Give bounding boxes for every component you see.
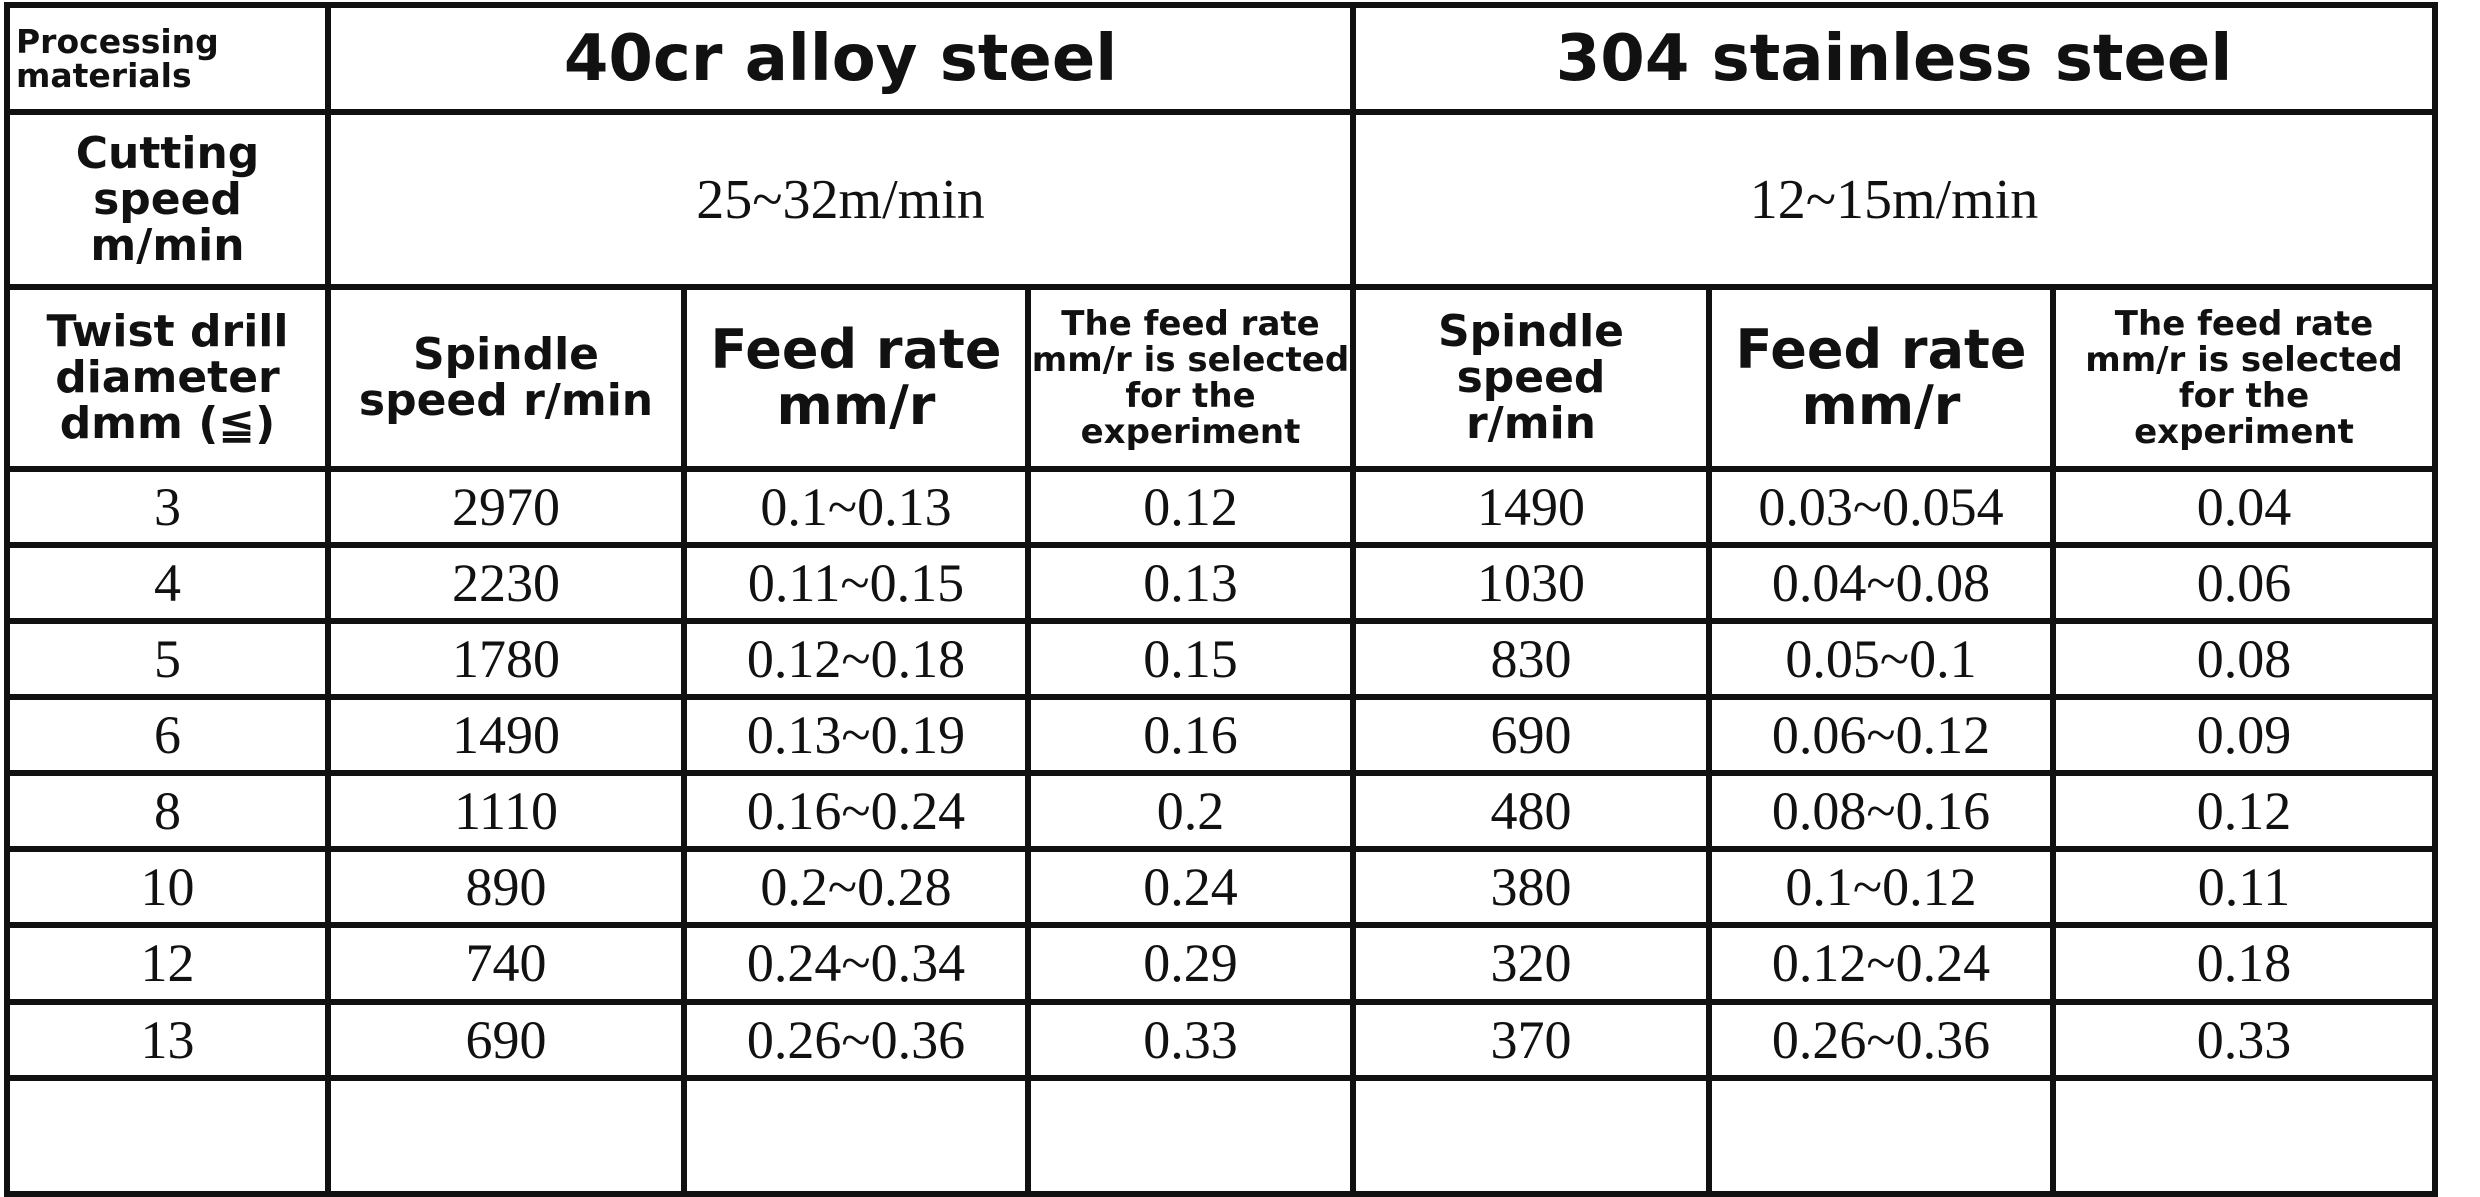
table-row: 4 2230 0.11~0.15 0.13 1030 0.04~0.08 0.06 xyxy=(4,542,2438,625)
alloy-feed-rate-cell xyxy=(681,1074,1031,1197)
stainless-spindle-speed-header: Spindle speed r/min xyxy=(1350,283,1712,473)
material-header-row: Processing materials 40cr alloy steel 30… xyxy=(4,1,2438,116)
stainless-feed-rate-cell: 0.1~0.12 xyxy=(1706,846,2056,929)
stainless-feed-rate-cell: 0.03~0.054 xyxy=(1706,466,2056,549)
stainless-feed-rate-cell: 0.06~0.12 xyxy=(1706,694,2056,777)
stainless-selected-feed-rate-cell xyxy=(2050,1074,2438,1197)
stainless-feed-rate-cell: 0.08~0.16 xyxy=(1706,770,2056,853)
alloy-feed-rate-cell: 0.12~0.18 xyxy=(681,618,1031,701)
table-row: 5 1780 0.12~0.18 0.15 830 0.05~0.1 0.08 xyxy=(4,618,2438,701)
diameter-cell: 10 xyxy=(4,846,331,929)
alloy-spindle-speed-cell: 1490 xyxy=(325,694,687,777)
stainless-selected-feed-rate-cell: 0.18 xyxy=(2050,922,2438,1005)
alloy-feed-rate-cell: 0.2~0.28 xyxy=(681,846,1031,929)
alloy-selected-feed-rate-header: The feed rate mm/r is selected for the e… xyxy=(1025,283,1356,473)
material-stainless-steel: 304 stainless steel xyxy=(1350,1,2438,116)
alloy-selected-feed-rate-cell: 0.16 xyxy=(1025,694,1356,777)
alloy-feed-rate-cell: 0.24~0.34 xyxy=(681,922,1031,1005)
data-rows: 3 2970 0.1~0.13 0.12 1490 0.03~0.054 0.04 4 2230… xyxy=(4,466,2438,1197)
stainless-spindle-speed-cell: 1030 xyxy=(1350,542,1712,625)
diameter-cell: 5 xyxy=(4,618,331,701)
alloy-selected-feed-rate-cell: 0.15 xyxy=(1025,618,1356,701)
diameter-cell: 8 xyxy=(4,770,331,853)
alloy-spindle-speed-cell: 890 xyxy=(325,846,687,929)
alloy-feed-rate-cell: 0.16~0.24 xyxy=(681,770,1031,853)
stainless-spindle-speed-cell: 370 xyxy=(1350,998,1712,1081)
diameter-cell: 6 xyxy=(4,694,331,777)
alloy-feed-rate-cell: 0.1~0.13 xyxy=(681,466,1031,549)
stainless-spindle-speed-cell xyxy=(1350,1074,1712,1197)
table-row xyxy=(4,1074,2438,1197)
stainless-selected-feed-rate-cell: 0.06 xyxy=(2050,542,2438,625)
cutting-speed-stainless: 12~15m/min xyxy=(1350,109,2438,290)
drilling-parameters-table: Processing materials 40cr alloy steel 30… xyxy=(4,1,2438,1197)
diameter-cell: 3 xyxy=(4,466,331,549)
stainless-selected-feed-rate-cell: 0.08 xyxy=(2050,618,2438,701)
stainless-selected-feed-rate-cell: 0.11 xyxy=(2050,846,2438,929)
stainless-selected-feed-rate-cell: 0.04 xyxy=(2050,466,2438,549)
alloy-selected-feed-rate-cell: 0.13 xyxy=(1025,542,1356,625)
stainless-spindle-speed-cell: 480 xyxy=(1350,770,1712,853)
alloy-feed-rate-cell: 0.26~0.36 xyxy=(681,998,1031,1081)
table-row: 13 690 0.26~0.36 0.33 370 0.26~0.36 0.33 xyxy=(4,998,2438,1081)
stainless-selected-feed-rate-cell: 0.09 xyxy=(2050,694,2438,777)
alloy-spindle-speed-cell: 2970 xyxy=(325,466,687,549)
table-row: 6 1490 0.13~0.19 0.16 690 0.06~0.12 0.09 xyxy=(4,694,2438,777)
stainless-feed-rate-header: Feed rate mm/r xyxy=(1706,283,2056,473)
column-header-row: Twist drill diameter dmm (≦) Spindle spe… xyxy=(4,283,2438,473)
alloy-feed-rate-header: Feed rate mm/r xyxy=(681,283,1031,473)
alloy-selected-feed-rate-cell: 0.29 xyxy=(1025,922,1356,1005)
stainless-spindle-speed-cell: 380 xyxy=(1350,846,1712,929)
material-alloy-steel: 40cr alloy steel xyxy=(325,1,1356,116)
stainless-spindle-speed-cell: 690 xyxy=(1350,694,1712,777)
alloy-spindle-speed-cell xyxy=(325,1074,687,1197)
stainless-spindle-speed-cell: 1490 xyxy=(1350,466,1712,549)
alloy-feed-rate-cell: 0.13~0.19 xyxy=(681,694,1031,777)
alloy-spindle-speed-cell: 1780 xyxy=(325,618,687,701)
alloy-spindle-speed-cell: 1110 xyxy=(325,770,687,853)
cutting-speed-alloy: 25~32m/min xyxy=(325,109,1356,290)
stainless-spindle-speed-cell: 320 xyxy=(1350,922,1712,1005)
processing-materials-label: Processing materials xyxy=(4,1,331,116)
alloy-spindle-speed-header: Spindle speed r/min xyxy=(325,283,687,473)
alloy-selected-feed-rate-cell: 0.24 xyxy=(1025,846,1356,929)
stainless-selected-feed-rate-cell: 0.12 xyxy=(2050,770,2438,853)
stainless-feed-rate-cell: 0.12~0.24 xyxy=(1706,922,2056,1005)
diameter-cell: 4 xyxy=(4,542,331,625)
diameter-cell: 13 xyxy=(4,998,331,1081)
alloy-feed-rate-cell: 0.11~0.15 xyxy=(681,542,1031,625)
twist-drill-diameter-header: Twist drill diameter dmm (≦) xyxy=(4,283,331,473)
cutting-speed-row: Cutting speed m/min 25~32m/min 12~15m/mi… xyxy=(4,109,2438,290)
cutting-speed-label: Cutting speed m/min xyxy=(4,109,331,290)
alloy-selected-feed-rate-cell xyxy=(1025,1074,1356,1197)
alloy-spindle-speed-cell: 740 xyxy=(325,922,687,1005)
table-row: 10 890 0.2~0.28 0.24 380 0.1~0.12 0.11 xyxy=(4,846,2438,929)
stainless-feed-rate-cell: 0.26~0.36 xyxy=(1706,998,2056,1081)
alloy-spindle-speed-cell: 690 xyxy=(325,998,687,1081)
stainless-selected-feed-rate-header: The feed rate mm/r is selected for the e… xyxy=(2050,283,2438,473)
alloy-spindle-speed-cell: 2230 xyxy=(325,542,687,625)
table-row: 8 1110 0.16~0.24 0.2 480 0.08~0.16 0.12 xyxy=(4,770,2438,853)
stainless-spindle-speed-cell: 830 xyxy=(1350,618,1712,701)
stainless-selected-feed-rate-cell: 0.33 xyxy=(2050,998,2438,1081)
stainless-feed-rate-cell: 0.05~0.1 xyxy=(1706,618,2056,701)
diameter-cell: 12 xyxy=(4,922,331,1005)
diameter-cell xyxy=(4,1074,331,1197)
stainless-feed-rate-cell xyxy=(1706,1074,2056,1197)
alloy-selected-feed-rate-cell: 0.33 xyxy=(1025,998,1356,1081)
table-row: 3 2970 0.1~0.13 0.12 1490 0.03~0.054 0.04 xyxy=(4,466,2438,549)
stainless-feed-rate-cell: 0.04~0.08 xyxy=(1706,542,2056,625)
alloy-selected-feed-rate-cell: 0.2 xyxy=(1025,770,1356,853)
table-row: 12 740 0.24~0.34 0.29 320 0.12~0.24 0.18 xyxy=(4,922,2438,1005)
alloy-selected-feed-rate-cell: 0.12 xyxy=(1025,466,1356,549)
